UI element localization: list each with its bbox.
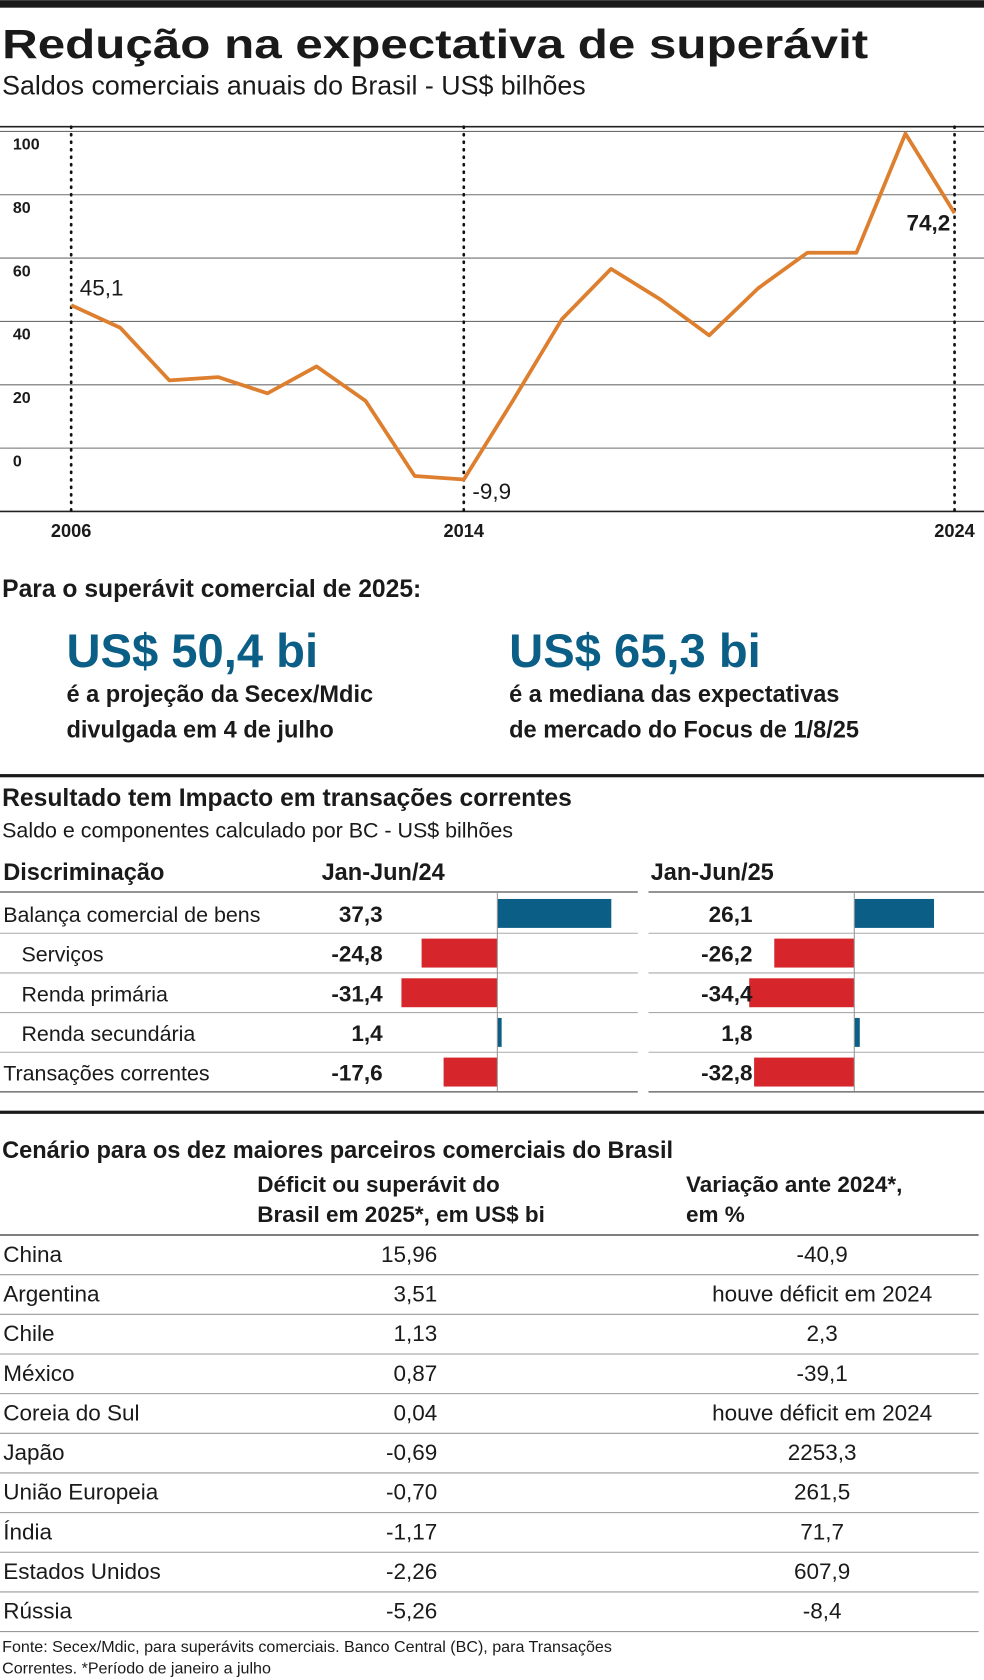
value-label: -24,8 (331, 942, 382, 967)
value-label: -32,8 (701, 1061, 752, 1086)
value-label: 37,3 (339, 902, 383, 927)
partner-name: China (3, 1242, 62, 1267)
partner-variation: 607,9 (794, 1559, 850, 1584)
category-label: Transações correntes (3, 1062, 209, 1086)
partner-balance: 15,96 (381, 1242, 437, 1267)
x-tick-label: 2024 (934, 521, 975, 541)
partner-balance: 0,04 (394, 1400, 438, 1425)
partner-variation: 2253,3 (788, 1440, 857, 1465)
title: Redução na expectativa de superávit (2, 21, 869, 67)
partner-balance: 3,51 (394, 1281, 438, 1306)
partner-variation: 2,3 (807, 1321, 838, 1346)
x-tick-label: 2014 (444, 521, 485, 541)
y-tick-label: 60 (13, 262, 31, 280)
partner-variation: 71,7 (800, 1519, 844, 1544)
bar (854, 898, 935, 928)
partner-name: Japão (3, 1440, 64, 1465)
bar (497, 898, 612, 928)
section-title: Resultado tem Impacto em transações corr… (2, 785, 572, 812)
series-header: Jan-Jun/25 (651, 859, 774, 885)
partner-balance: -5,26 (386, 1599, 437, 1624)
partner-balance: -1,17 (386, 1519, 437, 1544)
value-label: 1,4 (351, 1021, 383, 1046)
partner-balance: 1,13 (394, 1321, 438, 1346)
y-tick-label: 80 (13, 199, 31, 217)
column-header: Brasil em 2025*, em US$ bi (257, 1202, 545, 1227)
section-rule (0, 774, 984, 778)
bar (749, 978, 855, 1008)
data-label: 45,1 (80, 276, 124, 301)
partner-balance: -2,26 (386, 1559, 437, 1584)
bar (774, 938, 855, 968)
partner-name: México (3, 1361, 74, 1386)
column-header: Variação ante 2024*, (686, 1172, 902, 1197)
partner-variation: -40,9 (796, 1242, 847, 1267)
subtitle: Saldos comerciais anuais do Brasil - US$… (2, 70, 586, 100)
highlight-text: de mercado do Focus de 1/8/25 (509, 717, 859, 743)
value-label: 26,1 (709, 902, 753, 927)
partner-name: Rússia (3, 1599, 72, 1624)
partner-variation: houve déficit em 2024 (712, 1400, 932, 1425)
category-label: Renda secundária (21, 1022, 195, 1046)
highlight-value: US$ 65,3 bi (509, 624, 761, 677)
highlights-intro: Para o superávit comercial de 2025: (2, 576, 421, 603)
category-label: Balança comercial de bens (3, 903, 260, 927)
partner-name: Chile (3, 1321, 54, 1346)
bar (421, 938, 498, 968)
column-header: Déficit ou superávit do (257, 1172, 500, 1197)
data-label: -9,9 (472, 479, 511, 504)
value-label: 1,8 (721, 1021, 752, 1046)
y-tick-label: 20 (13, 389, 31, 407)
data-label: 74,2 (906, 210, 950, 235)
column-header: Discriminação (3, 859, 164, 885)
x-tick-label: 2006 (51, 521, 92, 541)
partner-name: Argentina (3, 1281, 100, 1306)
y-tick-label: 100 (13, 136, 40, 154)
highlight-text: é a mediana das expectativas (509, 681, 839, 707)
highlight-text: divulgada em 4 de julho (66, 717, 333, 743)
value-label: -26,2 (701, 942, 752, 967)
value-label: -31,4 (331, 981, 383, 1006)
partner-name: Coreia do Sul (3, 1400, 139, 1425)
partner-balance: -0,69 (386, 1440, 437, 1465)
bar (754, 1057, 855, 1087)
category-label: Renda primária (21, 982, 168, 1006)
bar (497, 1017, 502, 1047)
category-label: Serviços (21, 943, 103, 967)
value-label: -17,6 (331, 1061, 382, 1086)
column-header: em % (686, 1202, 745, 1227)
y-tick-label: 0 (13, 452, 22, 470)
partner-balance: -0,70 (386, 1480, 437, 1505)
section-subtitle: Saldo e componentes calculado por BC - U… (2, 818, 513, 842)
partner-name: União Europeia (3, 1480, 159, 1505)
section-title: Cenário para os dez maiores parceiros co… (2, 1137, 673, 1163)
data-line (70, 131, 957, 482)
highlight-value: US$ 50,4 bi (66, 624, 318, 677)
partner-name: Estados Unidos (3, 1559, 161, 1584)
series-header: Jan-Jun/24 (322, 859, 445, 885)
partner-variation: houve déficit em 2024 (712, 1281, 932, 1306)
bar (443, 1057, 498, 1087)
partner-name: Índia (3, 1519, 52, 1544)
partner-balance: 0,87 (394, 1361, 438, 1386)
value-label: -34,4 (701, 981, 753, 1006)
partner-variation: -8,4 (803, 1599, 842, 1624)
partner-variation: 261,5 (794, 1480, 850, 1505)
bar (401, 978, 498, 1008)
highlight-text: é a projeção da Secex/Mdic (66, 681, 373, 707)
footer: Correntes. *Período de janeiro a julho (2, 1659, 271, 1677)
top-rule (0, 0, 984, 8)
bar (854, 1017, 860, 1047)
y-tick-label: 40 (13, 326, 31, 344)
footer: Fonte: Secex/Mdic, para superávits comer… (2, 1638, 612, 1656)
partner-variation: -39,1 (796, 1361, 847, 1386)
section-rule (0, 1110, 984, 1114)
